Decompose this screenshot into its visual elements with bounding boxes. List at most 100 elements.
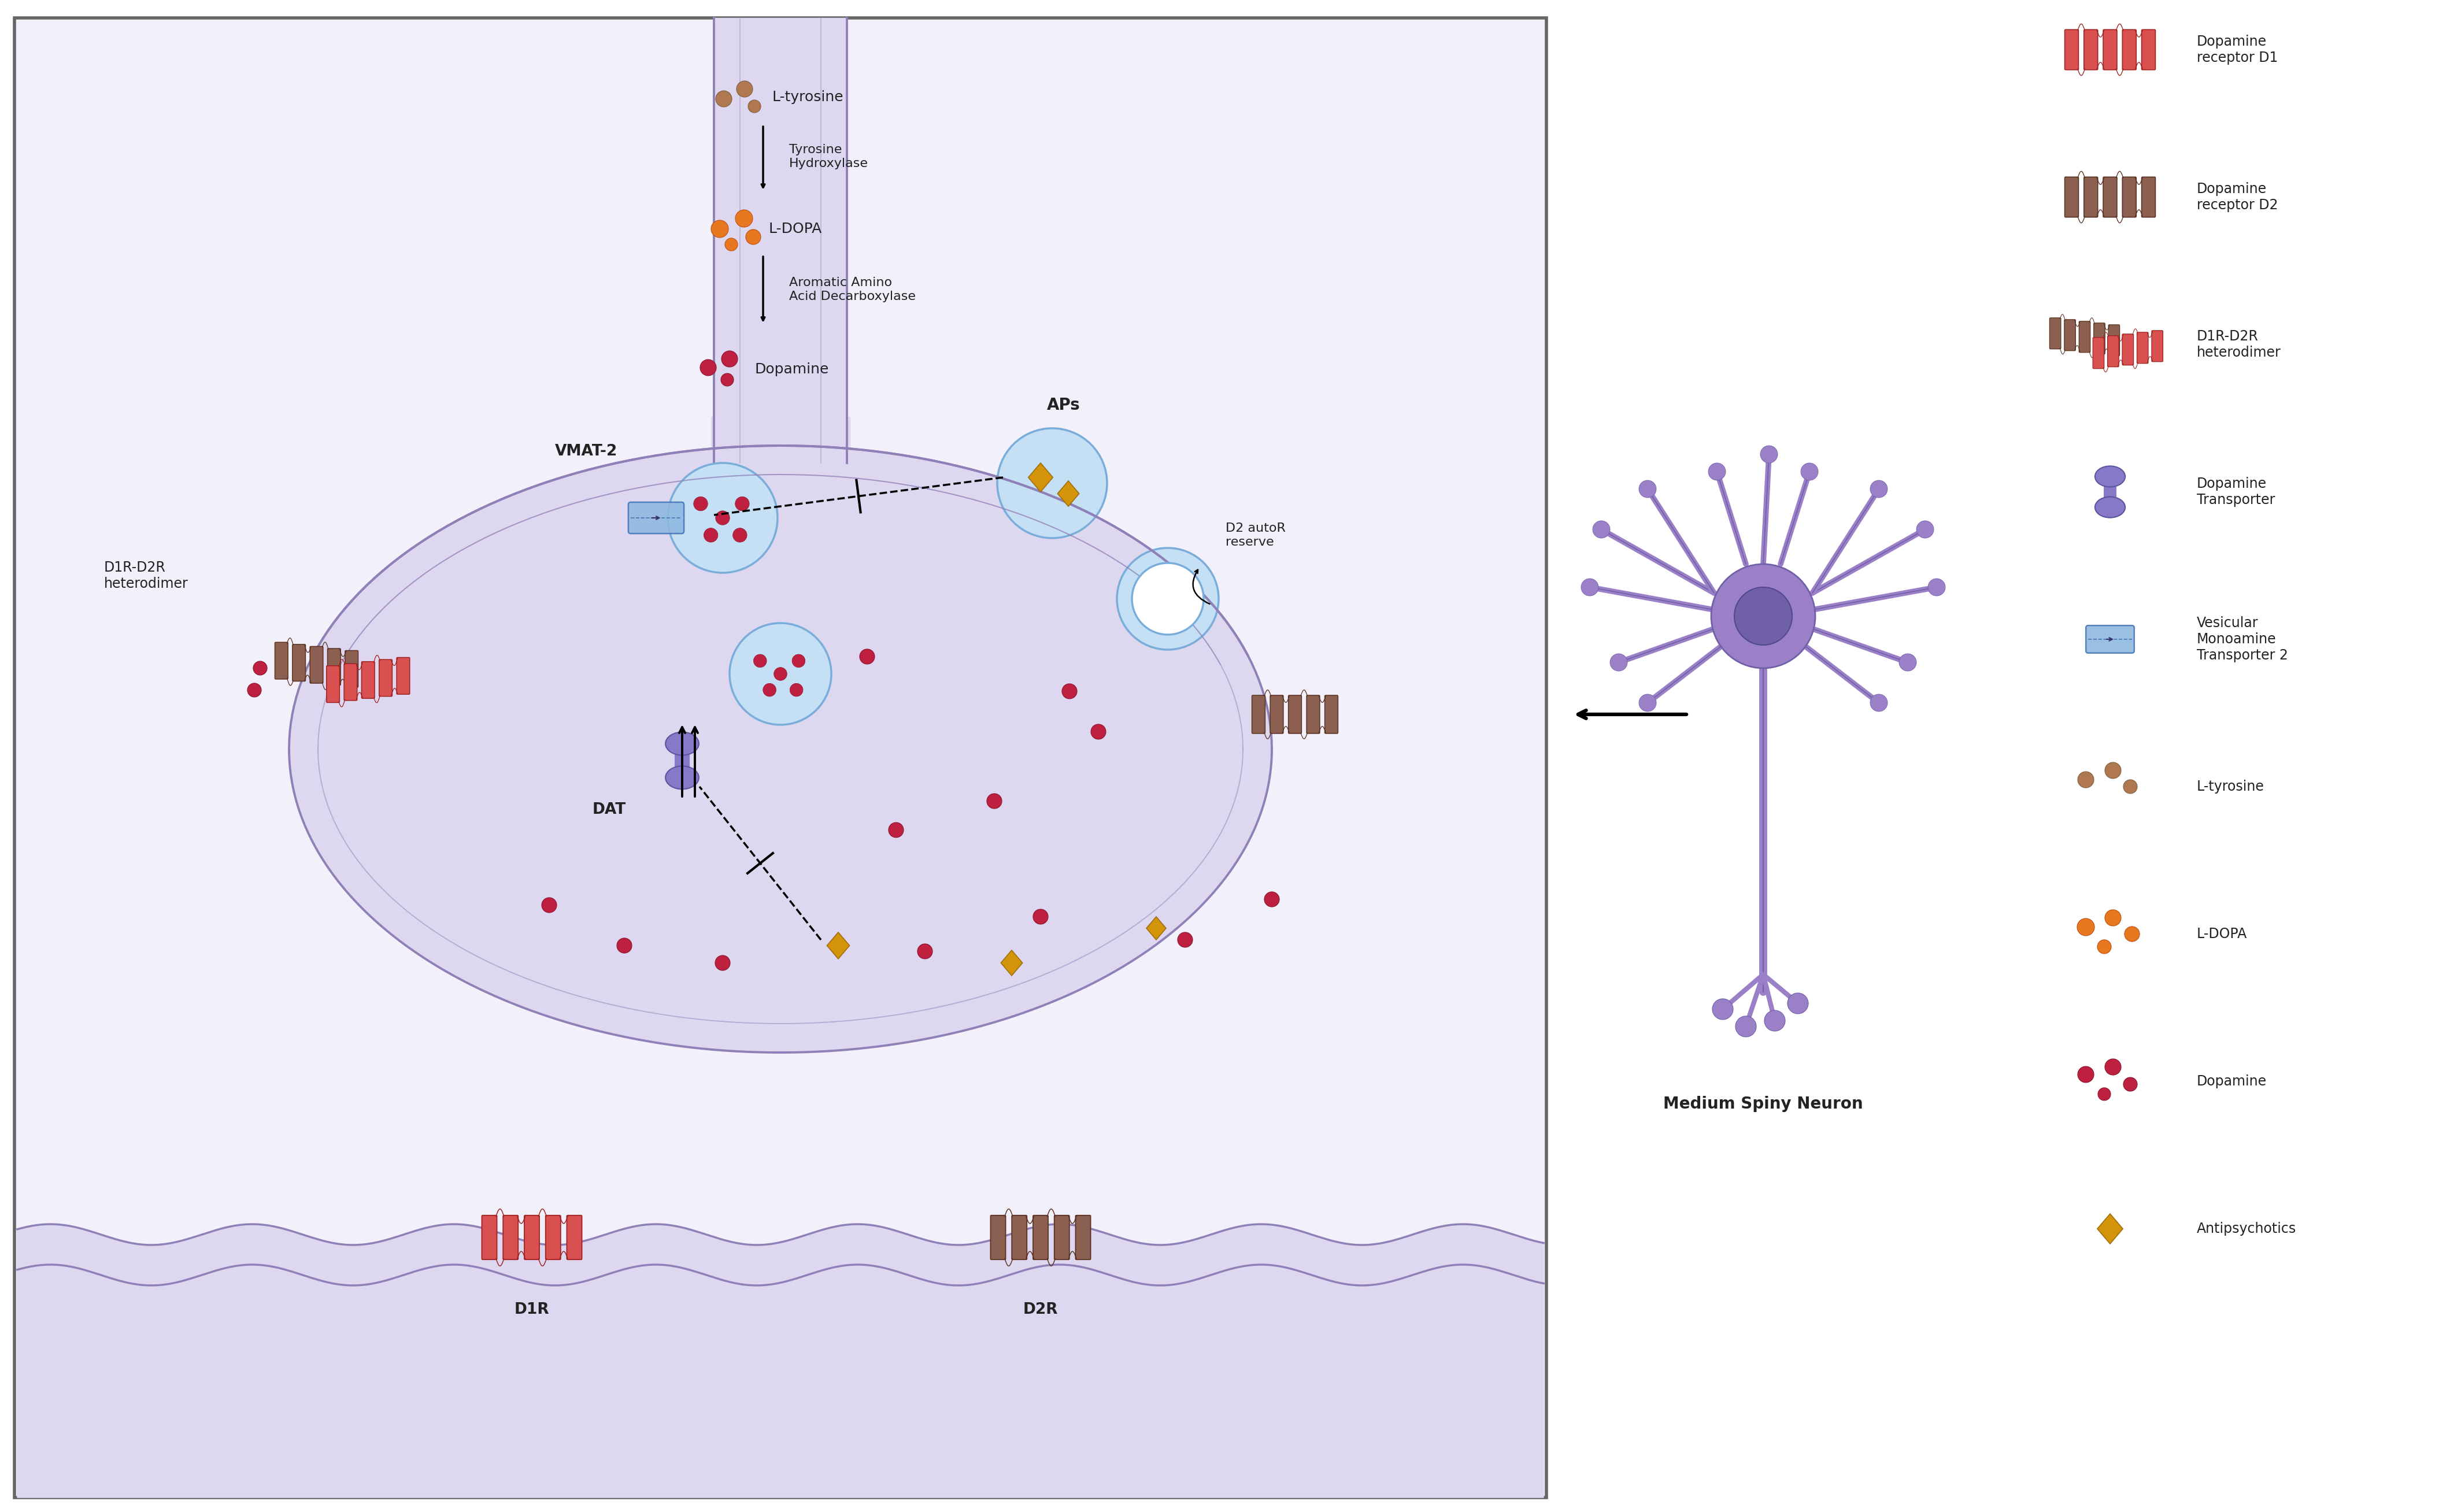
Circle shape (1869, 481, 1887, 497)
Circle shape (1788, 993, 1808, 1013)
FancyBboxPatch shape (311, 647, 323, 683)
FancyBboxPatch shape (2102, 177, 2117, 218)
Circle shape (735, 497, 750, 511)
Circle shape (715, 91, 733, 107)
Circle shape (730, 623, 831, 724)
Circle shape (669, 463, 777, 573)
Circle shape (617, 937, 632, 953)
Text: Vesicular
Monoamine
Transporter 2: Vesicular Monoamine Transporter 2 (2198, 617, 2288, 662)
FancyBboxPatch shape (2051, 318, 2060, 349)
Circle shape (737, 82, 752, 97)
Circle shape (1899, 653, 1916, 671)
Circle shape (247, 683, 262, 697)
FancyBboxPatch shape (2065, 319, 2075, 351)
Text: D1R-D2R
heterodimer: D1R-D2R heterodimer (2198, 330, 2281, 360)
Circle shape (1117, 547, 1218, 650)
Circle shape (1034, 909, 1049, 924)
Text: Dopamine
receptor D2: Dopamine receptor D2 (2198, 181, 2278, 212)
FancyBboxPatch shape (15, 18, 1546, 1497)
Circle shape (693, 497, 708, 511)
FancyBboxPatch shape (1269, 696, 1284, 733)
FancyBboxPatch shape (1306, 696, 1321, 733)
Ellipse shape (666, 732, 698, 754)
Polygon shape (2097, 1214, 2122, 1244)
Circle shape (997, 428, 1107, 538)
FancyBboxPatch shape (2092, 337, 2105, 369)
FancyBboxPatch shape (2122, 334, 2134, 364)
FancyBboxPatch shape (2107, 336, 2119, 367)
Circle shape (1708, 463, 1725, 481)
Circle shape (720, 351, 737, 367)
Circle shape (1264, 892, 1279, 907)
FancyBboxPatch shape (990, 1216, 1004, 1259)
FancyBboxPatch shape (326, 665, 341, 703)
Text: L-tyrosine: L-tyrosine (772, 91, 843, 104)
Circle shape (1132, 562, 1203, 635)
Ellipse shape (666, 767, 698, 789)
FancyBboxPatch shape (1252, 696, 1264, 733)
Text: Dopamine: Dopamine (755, 363, 828, 376)
Circle shape (2078, 918, 2095, 936)
Circle shape (1061, 683, 1078, 699)
Circle shape (715, 956, 730, 971)
Polygon shape (710, 417, 850, 516)
FancyBboxPatch shape (380, 659, 392, 697)
Circle shape (1610, 653, 1627, 671)
Circle shape (789, 683, 804, 697)
Circle shape (1928, 579, 1945, 596)
Circle shape (755, 655, 767, 667)
Circle shape (762, 683, 777, 697)
FancyBboxPatch shape (343, 664, 358, 700)
Text: L-DOPA: L-DOPA (2198, 927, 2247, 940)
Ellipse shape (1710, 564, 1815, 668)
FancyBboxPatch shape (2085, 30, 2097, 70)
Circle shape (1869, 694, 1887, 712)
FancyBboxPatch shape (274, 643, 289, 679)
Polygon shape (713, 18, 848, 446)
Circle shape (774, 667, 786, 680)
Circle shape (747, 100, 762, 113)
Circle shape (701, 360, 715, 375)
Circle shape (252, 661, 267, 674)
Circle shape (2124, 927, 2139, 942)
Circle shape (1713, 999, 1732, 1019)
Circle shape (2124, 1078, 2136, 1092)
Text: D1R: D1R (514, 1302, 549, 1317)
Polygon shape (1147, 916, 1166, 940)
Circle shape (703, 528, 718, 543)
Circle shape (1735, 1016, 1757, 1037)
FancyBboxPatch shape (1325, 696, 1338, 733)
Circle shape (1593, 520, 1610, 538)
Circle shape (2097, 940, 2112, 954)
FancyBboxPatch shape (566, 1216, 583, 1259)
Circle shape (541, 898, 556, 913)
Text: Aromatic Amino
Acid Decarboxylase: Aromatic Amino Acid Decarboxylase (789, 277, 916, 302)
FancyBboxPatch shape (502, 1216, 517, 1259)
Text: L-DOPA: L-DOPA (769, 222, 823, 236)
Circle shape (2124, 780, 2136, 794)
FancyBboxPatch shape (546, 1216, 561, 1259)
Text: Dopamine
receptor D1: Dopamine receptor D1 (2198, 35, 2278, 65)
FancyBboxPatch shape (1289, 696, 1301, 733)
Circle shape (720, 373, 733, 386)
Circle shape (2097, 1087, 2109, 1101)
FancyBboxPatch shape (2080, 321, 2090, 352)
FancyBboxPatch shape (328, 649, 341, 685)
Polygon shape (289, 446, 1272, 1052)
Text: Tyrosine
Hydroxylase: Tyrosine Hydroxylase (789, 144, 867, 169)
Text: Antipsychotics: Antipsychotics (2198, 1222, 2296, 1235)
Circle shape (860, 649, 875, 664)
Circle shape (710, 221, 728, 237)
Circle shape (791, 655, 806, 667)
Bar (2105, 482, 2117, 502)
FancyBboxPatch shape (363, 662, 375, 699)
FancyBboxPatch shape (2141, 177, 2156, 218)
Text: DAT: DAT (593, 803, 627, 818)
FancyBboxPatch shape (483, 1216, 497, 1259)
Text: Dopamine
Transporter: Dopamine Transporter (2198, 476, 2276, 507)
Circle shape (2105, 762, 2122, 779)
Polygon shape (1058, 481, 1078, 507)
Polygon shape (1029, 463, 1054, 491)
Circle shape (1639, 481, 1656, 497)
Circle shape (1764, 1010, 1786, 1031)
